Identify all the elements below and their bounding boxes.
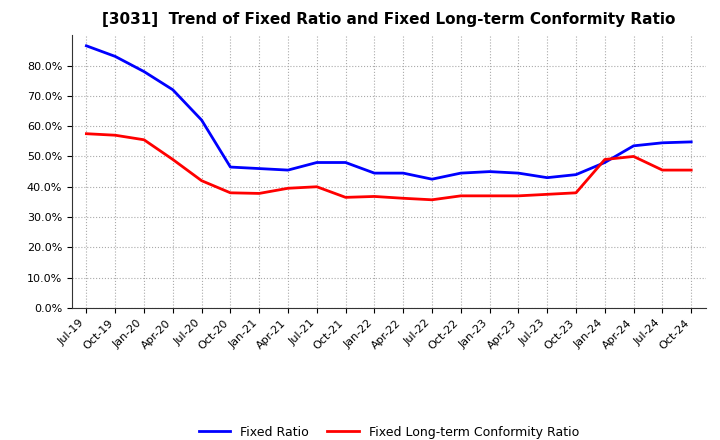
Fixed Ratio (399, 170, 408, 176)
Fixed Ratio (370, 170, 379, 176)
Fixed Ratio (197, 117, 206, 123)
Legend: Fixed Ratio, Fixed Long-term Conformity Ratio: Fixed Ratio, Fixed Long-term Conformity … (194, 421, 584, 440)
Fixed Ratio (572, 172, 580, 177)
Fixed Long-term Conformity Ratio (140, 137, 148, 143)
Fixed Ratio (255, 166, 264, 171)
Fixed Long-term Conformity Ratio (456, 193, 465, 198)
Fixed Ratio (284, 168, 292, 173)
Fixed Long-term Conformity Ratio (312, 184, 321, 189)
Fixed Long-term Conformity Ratio (168, 157, 177, 162)
Fixed Ratio (226, 165, 235, 170)
Fixed Ratio (543, 175, 552, 180)
Fixed Ratio (168, 87, 177, 92)
Fixed Long-term Conformity Ratio (543, 192, 552, 197)
Fixed Ratio (514, 170, 523, 176)
Fixed Ratio (82, 43, 91, 48)
Fixed Ratio (658, 140, 667, 146)
Fixed Long-term Conformity Ratio (82, 131, 91, 136)
Fixed Long-term Conformity Ratio (600, 157, 609, 162)
Fixed Long-term Conformity Ratio (658, 168, 667, 173)
Fixed Ratio (140, 69, 148, 74)
Fixed Long-term Conformity Ratio (197, 178, 206, 183)
Fixed Long-term Conformity Ratio (485, 193, 494, 198)
Fixed Ratio (485, 169, 494, 174)
Fixed Long-term Conformity Ratio (428, 197, 436, 202)
Fixed Long-term Conformity Ratio (226, 190, 235, 195)
Fixed Long-term Conformity Ratio (111, 132, 120, 138)
Fixed Long-term Conformity Ratio (284, 186, 292, 191)
Line: Fixed Ratio: Fixed Ratio (86, 46, 691, 179)
Fixed Ratio (629, 143, 638, 148)
Fixed Long-term Conformity Ratio (629, 154, 638, 159)
Title: [3031]  Trend of Fixed Ratio and Fixed Long-term Conformity Ratio: [3031] Trend of Fixed Ratio and Fixed Lo… (102, 12, 675, 27)
Fixed Long-term Conformity Ratio (514, 193, 523, 198)
Line: Fixed Long-term Conformity Ratio: Fixed Long-term Conformity Ratio (86, 134, 691, 200)
Fixed Ratio (312, 160, 321, 165)
Fixed Ratio (600, 160, 609, 165)
Fixed Ratio (687, 139, 696, 144)
Fixed Long-term Conformity Ratio (370, 194, 379, 199)
Fixed Ratio (341, 160, 350, 165)
Fixed Ratio (456, 170, 465, 176)
Fixed Ratio (428, 176, 436, 182)
Fixed Long-term Conformity Ratio (341, 195, 350, 200)
Fixed Long-term Conformity Ratio (399, 196, 408, 201)
Fixed Long-term Conformity Ratio (255, 191, 264, 196)
Fixed Long-term Conformity Ratio (687, 168, 696, 173)
Fixed Long-term Conformity Ratio (572, 190, 580, 195)
Fixed Ratio (111, 54, 120, 59)
